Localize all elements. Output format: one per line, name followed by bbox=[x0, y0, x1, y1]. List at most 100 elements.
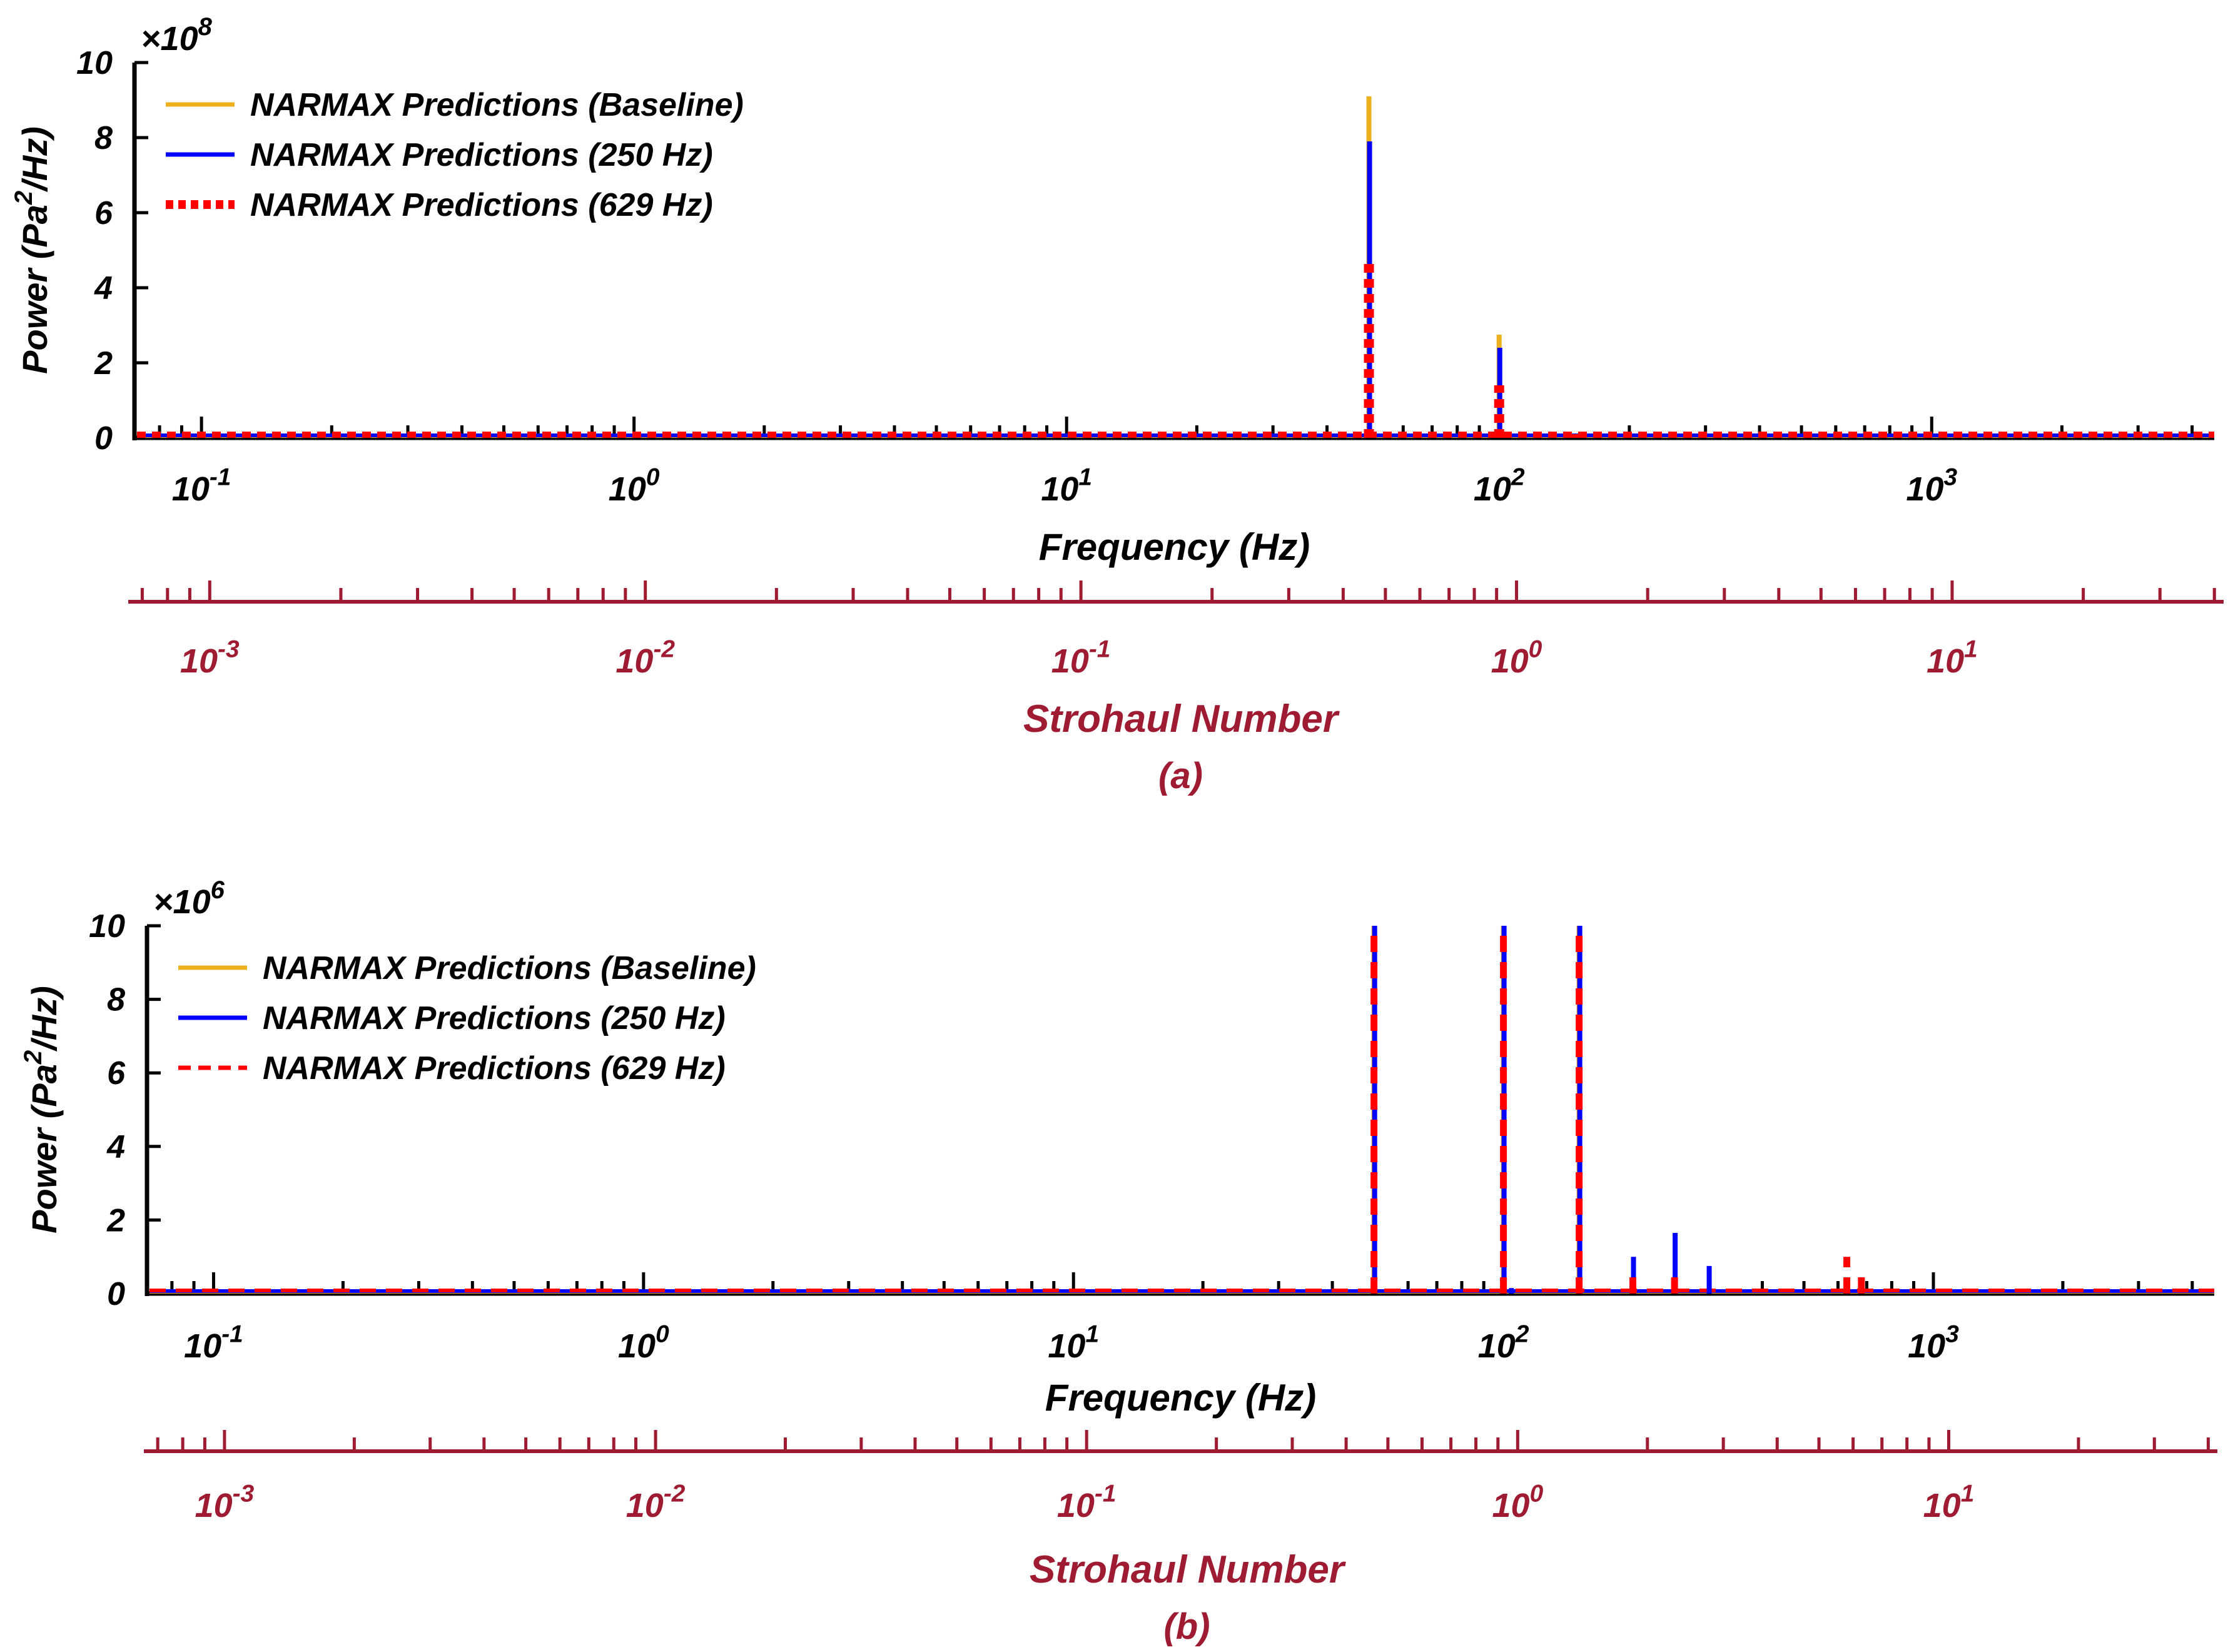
strouhal-tick-label: 100 bbox=[1491, 636, 1542, 680]
panel-label: (b) bbox=[1163, 1606, 1210, 1647]
legend-label: NARMAX Predictions (250 Hz) bbox=[263, 1000, 726, 1036]
y-multiplier-exp: 6 bbox=[211, 876, 225, 904]
x-tick-label-exp: -1 bbox=[210, 464, 231, 491]
strouhal-tick-label-base: 10 bbox=[1492, 1487, 1530, 1524]
x-tick-label: 101 bbox=[1048, 1321, 1099, 1365]
y-tick-label: 10 bbox=[89, 908, 125, 945]
y-multiplier-base: ×10 bbox=[141, 20, 198, 58]
y-tick-label: 10 bbox=[76, 45, 113, 81]
x-tick-label-base: 10 bbox=[1478, 1327, 1516, 1365]
y-multiplier-exp: 8 bbox=[198, 13, 213, 41]
y-multiplier: ×108 bbox=[141, 13, 213, 58]
x-tick-label-base: 10 bbox=[618, 1327, 656, 1365]
strouhal-tick-label-exp: -1 bbox=[1095, 1481, 1117, 1508]
strouhal-tick-label-base: 10 bbox=[1057, 1487, 1095, 1524]
x-tick-label-base: 10 bbox=[609, 470, 646, 508]
x-tick-label: 103 bbox=[1908, 1321, 1959, 1365]
strouhal-tick-label-exp: 1 bbox=[1961, 1481, 1975, 1508]
strouhal-tick-label: 10-3 bbox=[195, 1481, 255, 1524]
x-tick-label-base: 10 bbox=[1048, 1327, 1085, 1365]
strouhal-tick-label-exp: -1 bbox=[1089, 636, 1111, 663]
x-tick-label: 103 bbox=[1906, 464, 1957, 508]
legend-label: NARMAX Predictions (250 Hz) bbox=[250, 137, 713, 173]
y-tick-label: 6 bbox=[107, 1055, 126, 1092]
strouhal-tick-label: 10-1 bbox=[1051, 636, 1111, 680]
strouhal-tick-label-base: 10 bbox=[1927, 642, 1964, 680]
x-tick-label-exp: -1 bbox=[221, 1321, 243, 1348]
strouhal-tick-label: 101 bbox=[1923, 1481, 1975, 1524]
x-tick-label-exp: 0 bbox=[656, 1321, 669, 1348]
strouhal-axis-title: Strohaul Number bbox=[1030, 1548, 1346, 1591]
x-tick-label-exp: 1 bbox=[1078, 464, 1092, 491]
y-multiplier: ×106 bbox=[153, 876, 225, 921]
y-axis-title-sup: 2 bbox=[10, 191, 38, 205]
strouhal-tick-label: 10-3 bbox=[180, 636, 240, 680]
y-tick-label: 0 bbox=[94, 420, 113, 457]
legend-label: NARMAX Predictions (629 Hz) bbox=[263, 1050, 726, 1087]
y-tick-label: 2 bbox=[106, 1202, 125, 1239]
strouhal-tick-label-exp: -2 bbox=[653, 636, 675, 663]
y-axis-title-main: Power (Pa bbox=[24, 1064, 64, 1234]
x-tick-label-exp: 3 bbox=[1944, 464, 1958, 491]
strouhal-tick-label-exp: -3 bbox=[233, 1481, 255, 1508]
y-axis-title: Power (Pa2/Hz) bbox=[10, 126, 54, 374]
strouhal-tick-label: 100 bbox=[1492, 1481, 1544, 1524]
strouhal-tick-label: 101 bbox=[1927, 636, 1978, 680]
x-tick-label-exp: 3 bbox=[1945, 1321, 1959, 1348]
x-tick-label: 102 bbox=[1474, 464, 1525, 508]
y-tick-label: 2 bbox=[94, 345, 113, 382]
y-tick-label: 6 bbox=[94, 195, 113, 231]
strouhal-tick-label-exp: 0 bbox=[1530, 1481, 1544, 1508]
strouhal-tick-label: 10-1 bbox=[1057, 1481, 1117, 1524]
x-tick-label: 101 bbox=[1041, 464, 1092, 508]
x-tick-label-exp: 2 bbox=[1511, 464, 1525, 491]
panel-label: (a) bbox=[1158, 756, 1203, 796]
strouhal-tick-label-exp: -2 bbox=[664, 1481, 686, 1508]
x-tick-label-exp: 2 bbox=[1515, 1321, 1529, 1348]
x-tick-label-base: 10 bbox=[1906, 470, 1943, 508]
legend-label: NARMAX Predictions (629 Hz) bbox=[250, 187, 713, 223]
y-axis-title: Power (Pa2/Hz) bbox=[19, 986, 64, 1234]
x-tick-label-base: 10 bbox=[172, 470, 210, 508]
x-axis-title: Frequency (Hz) bbox=[1039, 526, 1310, 568]
y-axis-title-main: Power (Pa bbox=[15, 205, 54, 374]
x-tick-label: 10-1 bbox=[184, 1321, 243, 1365]
strouhal-tick-label-base: 10 bbox=[1491, 642, 1529, 680]
y-tick-label: 4 bbox=[106, 1129, 125, 1165]
x-tick-label: 100 bbox=[609, 464, 660, 508]
y-axis-title-end: /Hz) bbox=[24, 986, 64, 1052]
strouhal-tick-label-base: 10 bbox=[615, 642, 653, 680]
y-axis-title-end: /Hz) bbox=[15, 126, 54, 193]
strouhal-tick-label-base: 10 bbox=[626, 1487, 664, 1524]
x-tick-label: 100 bbox=[618, 1321, 669, 1365]
strouhal-tick-label-exp: 0 bbox=[1529, 636, 1542, 663]
strouhal-axis-title: Strohaul Number bbox=[1023, 697, 1340, 741]
strouhal-tick-label-base: 10 bbox=[195, 1487, 233, 1524]
x-axis-title: Frequency (Hz) bbox=[1045, 1377, 1316, 1419]
y-multiplier-base: ×10 bbox=[153, 883, 211, 921]
legend-label: NARMAX Predictions (Baseline) bbox=[250, 87, 744, 123]
x-tick-label: 10-1 bbox=[172, 464, 231, 508]
y-tick-label: 8 bbox=[94, 120, 113, 156]
x-tick-label-base: 10 bbox=[184, 1327, 221, 1365]
y-axis-title-sup: 2 bbox=[19, 1050, 47, 1065]
y-tick-label: 0 bbox=[107, 1276, 125, 1312]
x-tick-label-base: 10 bbox=[1908, 1327, 1945, 1365]
y-tick-label: 8 bbox=[107, 982, 125, 1018]
strouhal-tick-label: 10-2 bbox=[626, 1481, 686, 1524]
y-tick-label: 4 bbox=[94, 270, 113, 307]
x-tick-label-exp: 1 bbox=[1085, 1321, 1099, 1348]
x-tick-label: 102 bbox=[1478, 1321, 1529, 1365]
x-tick-label-base: 10 bbox=[1041, 470, 1078, 508]
strouhal-tick-label-base: 10 bbox=[180, 642, 218, 680]
x-tick-label-exp: 0 bbox=[646, 464, 660, 491]
x-tick-label-base: 10 bbox=[1474, 470, 1511, 508]
strouhal-tick-label-base: 10 bbox=[1051, 642, 1089, 680]
strouhal-tick-label-base: 10 bbox=[1923, 1487, 1961, 1524]
strouhal-tick-label-exp: 1 bbox=[1964, 636, 1978, 663]
legend-label: NARMAX Predictions (Baseline) bbox=[263, 950, 756, 986]
strouhal-tick-label-exp: -3 bbox=[218, 636, 240, 663]
